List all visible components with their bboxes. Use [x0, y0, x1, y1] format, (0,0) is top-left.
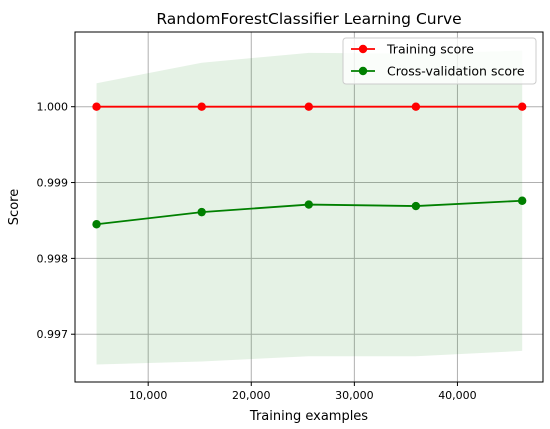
- grid: [75, 32, 543, 382]
- training-score-point: [304, 102, 313, 111]
- series-points: [92, 102, 527, 229]
- y-tick-label: 0.998: [37, 252, 69, 265]
- legend-marker-training: [358, 44, 368, 54]
- cross-validation-score-point: [304, 200, 313, 209]
- training-score-point: [92, 102, 101, 111]
- legend: Training score Cross-validation score: [342, 37, 537, 85]
- legend-marker-cross-validation: [358, 66, 368, 76]
- training-score-point: [197, 102, 206, 111]
- x-tick-label: 30,000: [335, 389, 374, 402]
- y-axis-label: Score: [7, 189, 22, 225]
- axis-ticks: 10,000 20,000 30,000 40,000 0.997 0.998 0.999 1…: [37, 101, 477, 402]
- cross-validation-score-point: [197, 207, 206, 217]
- legend-label-training: Training score: [386, 42, 474, 57]
- cross-validation-score-point: [517, 196, 527, 205]
- y-tick-label: 0.997: [37, 328, 69, 341]
- plot-frame: [74, 31, 544, 383]
- y-tick-label: 1.000: [37, 101, 69, 114]
- y-tick-label: 0.999: [37, 177, 69, 190]
- legend-box: [342, 37, 537, 85]
- training-score-point: [517, 102, 527, 111]
- legend-label-cross-validation: Cross-validation score: [387, 64, 525, 79]
- x-tick-label: 10,000: [129, 389, 168, 402]
- x-tick-label: 20,000: [232, 389, 271, 402]
- cross-validation-score-point: [411, 201, 421, 211]
- cross-validation-score-point: [92, 220, 101, 229]
- x-tick-label: 40,000: [438, 389, 477, 402]
- x-axis-label: Training examples: [249, 409, 368, 424]
- chart-title: RandomForestClassifier Learning Curve: [156, 10, 461, 28]
- training-score-point: [411, 102, 421, 111]
